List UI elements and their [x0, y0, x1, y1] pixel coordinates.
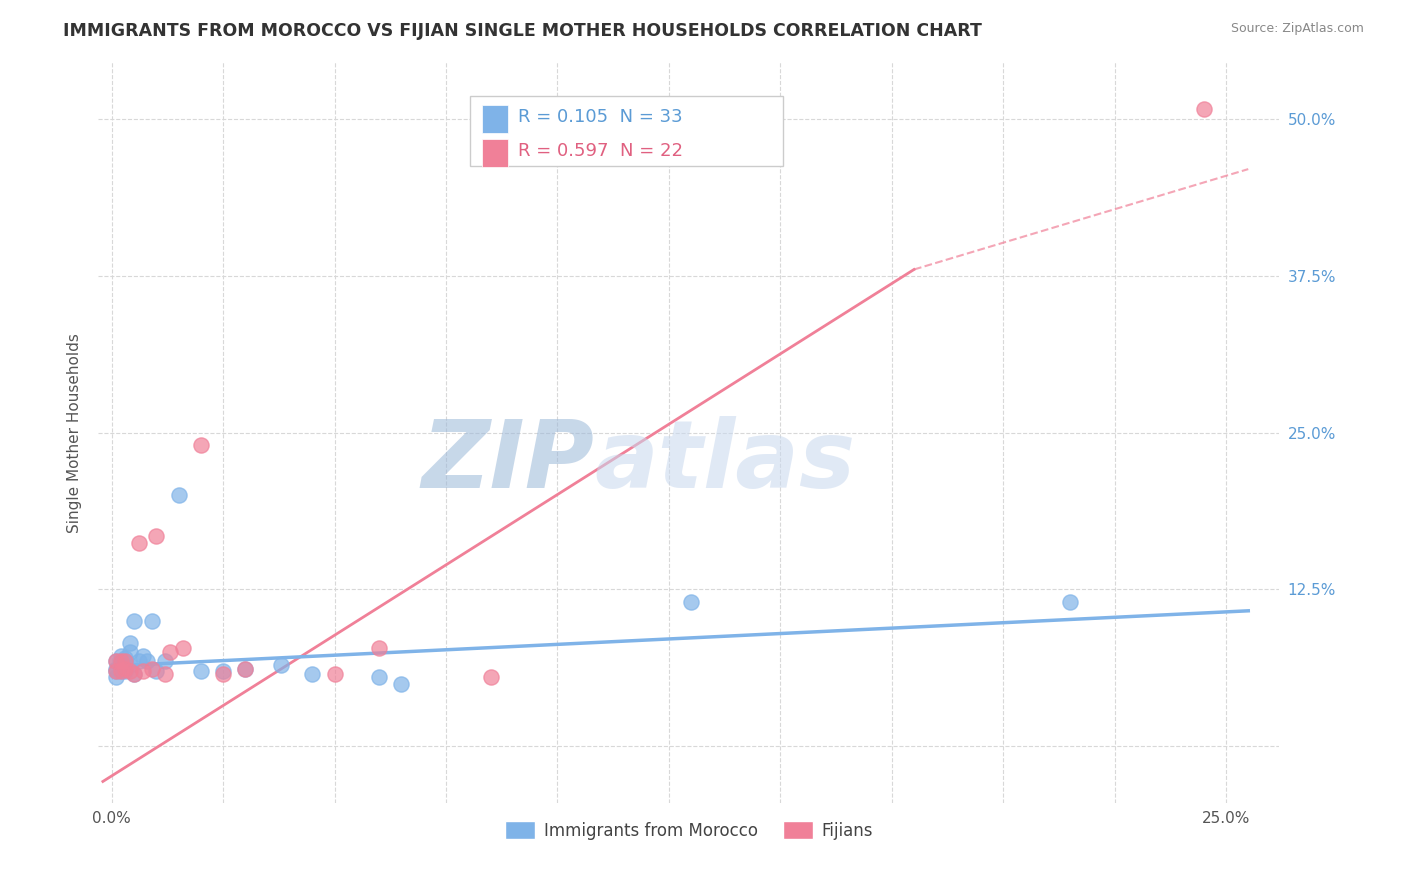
Point [114, 661, 136, 675]
Point [110, 657, 132, 672]
Point [128, 536, 150, 550]
Point [105, 654, 128, 668]
Point [110, 664, 132, 678]
Point [114, 654, 136, 668]
Point [105, 664, 128, 678]
Point [110, 654, 132, 668]
Point [136, 654, 159, 668]
Point [132, 664, 155, 678]
FancyBboxPatch shape [471, 95, 783, 166]
Point [114, 664, 136, 678]
Point [122, 614, 145, 628]
Y-axis label: Single Mother Households: Single Mother Households [66, 333, 82, 533]
Point [159, 645, 181, 659]
Point [145, 528, 167, 542]
Point [105, 661, 128, 675]
Text: IMMIGRANTS FROM MOROCCO VS FIJIAN SINGLE MOTHER HOUSEHOLDS CORRELATION CHART: IMMIGRANTS FROM MOROCCO VS FIJIAN SINGLE… [63, 22, 983, 40]
Text: atlas: atlas [595, 417, 856, 508]
Point [141, 661, 163, 675]
Text: R = 0.105  N = 33: R = 0.105 N = 33 [517, 108, 682, 127]
Point [391, 676, 413, 690]
Point [145, 664, 167, 678]
Point [105, 664, 128, 678]
Legend: Immigrants from Morocco, Fijians: Immigrants from Morocco, Fijians [499, 814, 879, 847]
Point [118, 657, 141, 672]
Bar [482, 104, 508, 133]
Point [212, 664, 235, 678]
Point [118, 636, 141, 650]
Point [323, 666, 346, 681]
Point [114, 657, 136, 672]
Point [128, 654, 150, 668]
Point [110, 654, 132, 668]
Point [141, 614, 163, 628]
Point [110, 648, 132, 663]
Point [212, 666, 235, 681]
Point [1192, 102, 1215, 116]
Point [167, 488, 190, 502]
Point [270, 657, 292, 672]
Point [105, 670, 128, 684]
Point [479, 670, 502, 684]
Point [368, 641, 391, 656]
Text: R = 0.597  N = 22: R = 0.597 N = 22 [517, 143, 683, 161]
Point [235, 661, 257, 675]
Text: ZIP: ZIP [422, 417, 595, 508]
Point [122, 666, 145, 681]
Point [105, 654, 128, 668]
Point [122, 666, 145, 681]
Point [118, 664, 141, 678]
Point [132, 648, 155, 663]
Point [155, 654, 177, 668]
Point [155, 666, 177, 681]
Point [368, 670, 391, 684]
Point [118, 645, 141, 659]
Point [235, 661, 257, 675]
Point [172, 641, 194, 656]
Point [114, 654, 136, 668]
Bar [482, 138, 508, 167]
Point [110, 664, 132, 678]
Text: Source: ZipAtlas.com: Source: ZipAtlas.com [1230, 22, 1364, 36]
Point [1059, 595, 1081, 609]
Point [681, 595, 703, 609]
Point [114, 651, 136, 665]
Point [190, 664, 212, 678]
Point [190, 438, 212, 452]
Point [301, 666, 323, 681]
